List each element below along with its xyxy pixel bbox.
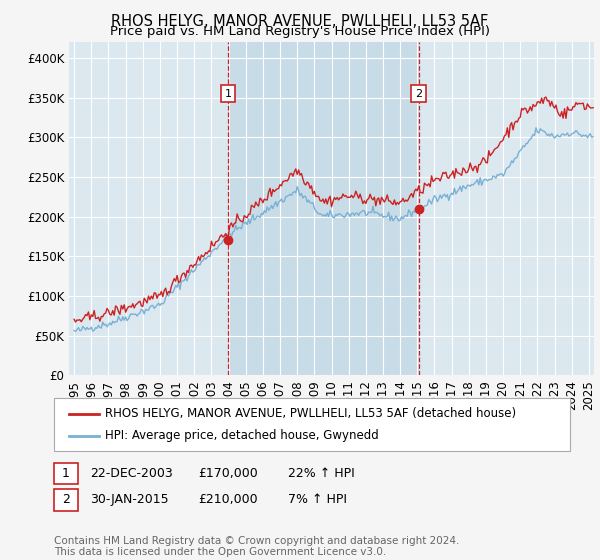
Text: 1: 1 xyxy=(224,88,232,99)
Text: RHOS HELYG, MANOR AVENUE, PWLLHELI, LL53 5AF: RHOS HELYG, MANOR AVENUE, PWLLHELI, LL53… xyxy=(112,14,488,29)
Text: Price paid vs. HM Land Registry's House Price Index (HPI): Price paid vs. HM Land Registry's House … xyxy=(110,25,490,38)
Bar xyxy=(228,42,419,375)
Text: £210,000: £210,000 xyxy=(198,493,257,506)
Text: RHOS HELYG, MANOR AVENUE, PWLLHELI, LL53 5AF (detached house): RHOS HELYG, MANOR AVENUE, PWLLHELI, LL53… xyxy=(105,407,516,420)
Text: 30-JAN-2015: 30-JAN-2015 xyxy=(90,493,169,506)
Text: 22% ↑ HPI: 22% ↑ HPI xyxy=(288,466,355,480)
Text: 22-DEC-2003: 22-DEC-2003 xyxy=(90,466,173,480)
Text: HPI: Average price, detached house, Gwynedd: HPI: Average price, detached house, Gwyn… xyxy=(105,430,379,442)
Text: Contains HM Land Registry data © Crown copyright and database right 2024.
This d: Contains HM Land Registry data © Crown c… xyxy=(54,535,460,557)
Text: £170,000: £170,000 xyxy=(198,466,258,480)
Text: 7% ↑ HPI: 7% ↑ HPI xyxy=(288,493,347,506)
Text: 1: 1 xyxy=(62,466,70,480)
Text: 2: 2 xyxy=(415,88,422,99)
Text: 2: 2 xyxy=(62,493,70,506)
